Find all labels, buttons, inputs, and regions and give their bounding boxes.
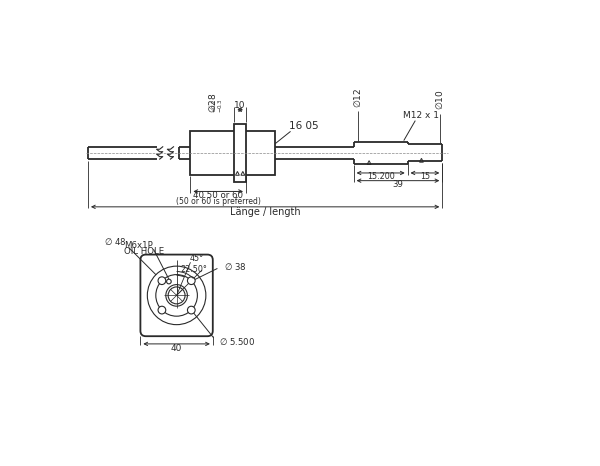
Text: $\varnothing$ 5.500: $\varnothing$ 5.500 [219,336,256,347]
Text: $\varnothing$ 38: $\varnothing$ 38 [224,260,247,272]
Text: $\varnothing$28: $\varnothing$28 [206,92,218,113]
Text: OIL HOLE: OIL HOLE [124,247,164,256]
Text: 39: 39 [392,180,403,189]
Bar [235,123,246,182]
Text: 22.50°: 22.50° [181,265,208,274]
Text: (50 or 60 is preferred): (50 or 60 is preferred) [176,197,260,206]
Text: $\varnothing$12: $\varnothing$12 [352,87,363,108]
Text: 15.200: 15.200 [367,172,395,181]
Circle shape [158,306,166,314]
Text: M6x1P: M6x1P [124,241,153,250]
Circle shape [187,306,195,314]
Text: Länge / length: Länge / length [230,207,301,217]
Text: 16 05: 16 05 [289,121,319,131]
Bar [190,131,275,174]
Text: $^{-0.2}_{-0.3}$: $^{-0.2}_{-0.3}$ [210,98,225,113]
Text: 40: 40 [171,344,182,353]
Text: 10: 10 [235,101,246,110]
Text: 40 50 or 60: 40 50 or 60 [193,191,243,200]
Text: 45°: 45° [190,254,203,263]
Text: $\varnothing$10: $\varnothing$10 [434,89,445,110]
Text: $\varnothing$ 48: $\varnothing$ 48 [104,236,127,247]
Circle shape [167,279,171,284]
Text: 15: 15 [420,172,430,181]
FancyBboxPatch shape [140,254,213,336]
Circle shape [166,285,187,306]
Circle shape [158,277,166,285]
Text: M12 x 1: M12 x 1 [403,111,439,121]
Circle shape [187,277,195,285]
